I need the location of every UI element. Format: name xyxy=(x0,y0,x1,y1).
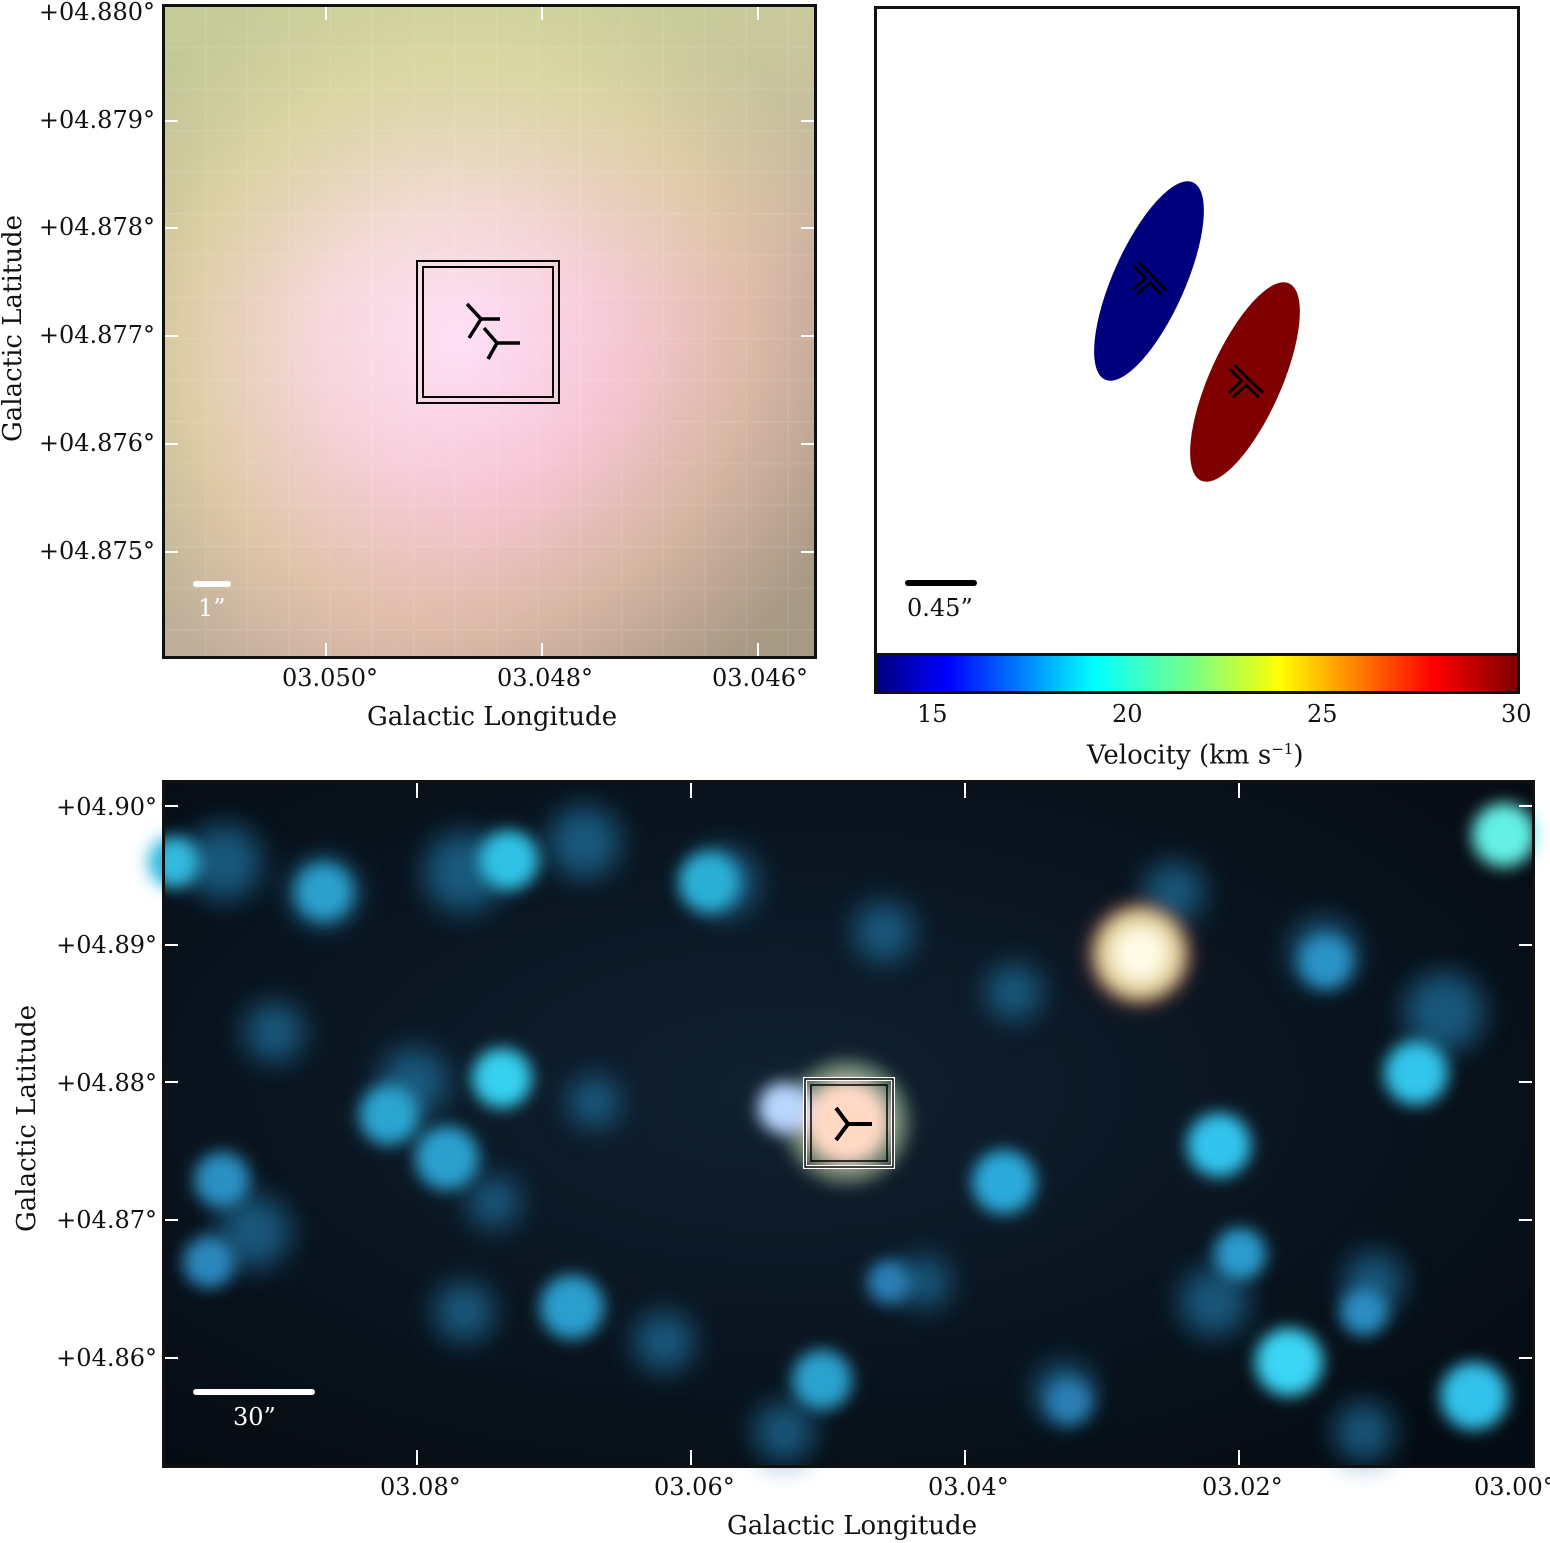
panel-a-frame xyxy=(162,4,817,659)
panel-c-ytick: +04.88° xyxy=(56,1069,157,1097)
panel-a-scalebar-label: 1” xyxy=(198,594,226,622)
panel-c-marker xyxy=(834,1106,872,1142)
panel-b-plot xyxy=(1094,181,1300,482)
velocity-colorbar xyxy=(877,656,1517,692)
panel-c-y-label: Galactic Latitude xyxy=(12,1005,42,1232)
panel-a-target-box xyxy=(416,260,560,404)
colorbar-tick: 30 xyxy=(1501,700,1532,728)
panel-c: 30” +04.90° +04.89° +04.88° +04.87° +04.… xyxy=(0,770,1550,1543)
colorbar-label-exponent: −1 xyxy=(1271,740,1294,758)
colorbar-label-close: ) xyxy=(1293,740,1304,771)
panel-c-ytick: +04.86° xyxy=(56,1344,157,1372)
colorbar-tick: 15 xyxy=(917,700,948,728)
blue-component-marker xyxy=(1131,260,1168,297)
panel-c-scalebar-label: 30” xyxy=(233,1403,276,1431)
panel-c-ytick: +04.87° xyxy=(56,1206,157,1234)
colorbar-tick: 20 xyxy=(1112,700,1143,728)
panel-c-xtick: 03.02° xyxy=(1202,1473,1283,1501)
panel-a-ytick: +04.876° xyxy=(38,429,155,457)
panel-a-ytick: +04.877° xyxy=(38,321,155,349)
panel-c-image xyxy=(148,782,1536,1466)
panel-b-scalebar xyxy=(905,580,977,586)
red-component-marker xyxy=(1227,363,1265,399)
panel-a-ytick: +04.879° xyxy=(38,106,155,134)
panel-c-x-label: Galactic Longitude xyxy=(727,1511,978,1541)
panel-c-xtick: 03.06° xyxy=(654,1473,735,1501)
panel-a-marker-1 xyxy=(465,302,500,339)
panel-a-ytick: +04.875° xyxy=(38,537,155,565)
colorbar-frame xyxy=(874,653,1520,694)
panel-c-ticks xyxy=(164,782,1533,1466)
panel-c-scalebar xyxy=(193,1389,315,1395)
panel-a-x-label: Galactic Longitude xyxy=(367,702,618,732)
colorbar-label: Velocity (km s−1) xyxy=(1087,740,1303,771)
panel-a-marker-2 xyxy=(482,326,520,360)
panel-a-xtick: 03.046° xyxy=(712,664,808,692)
panel-c-ytick: +04.89° xyxy=(56,931,157,959)
panel-a-y-label: Galactic Latitude xyxy=(0,215,28,442)
panel-c-xtick: 03.04° xyxy=(928,1473,1009,1501)
panel-b: 0.45” 15 20 25 30 Velocity (km s−1) xyxy=(860,0,1550,780)
colorbar-tick: 25 xyxy=(1307,700,1338,728)
panel-a-ticks xyxy=(164,6,815,657)
panel-c-xtick: 03.08° xyxy=(380,1473,461,1501)
panel-a-scalebar xyxy=(193,581,231,587)
panel-a-xtick: 03.050° xyxy=(282,664,378,692)
panel-a-ytick: +04.878° xyxy=(38,213,155,241)
panel-a-ytick: +04.880° xyxy=(38,0,155,26)
panel-c-frame xyxy=(162,780,1535,1468)
colorbar-label-text: Velocity (km s xyxy=(1087,740,1272,771)
panel-a-image xyxy=(164,6,815,657)
panel-a-xtick: 03.048° xyxy=(497,664,593,692)
panel-b-scalebar-label: 0.45” xyxy=(907,594,973,622)
panel-c-xtick: 03.00° xyxy=(1474,1473,1550,1501)
panel-c-ytick: +04.90° xyxy=(56,793,157,821)
panel-c-target-box xyxy=(803,1077,895,1169)
panel-a: 1” +04.880° +04.879° +04.878° +04.877° +… xyxy=(0,0,840,740)
